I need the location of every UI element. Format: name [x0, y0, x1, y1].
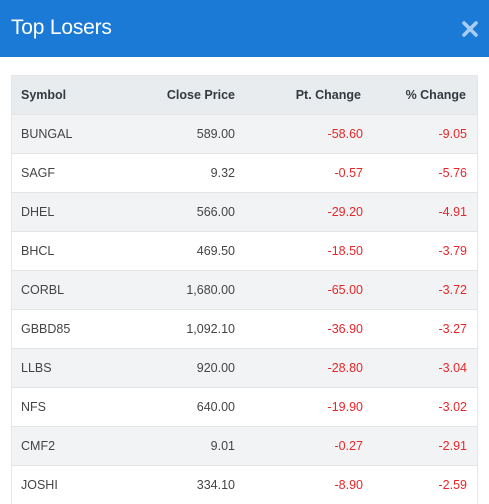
- cell-pct-change: -5.76: [363, 154, 477, 193]
- cell-symbol[interactable]: CORBL: [12, 271, 121, 310]
- cell-pct-change: -3.04: [363, 349, 477, 388]
- cell-pt-change: -36.90: [237, 310, 363, 349]
- cell-pct-change: -3.02: [363, 388, 477, 427]
- cell-close-price: 640.00: [121, 388, 237, 427]
- cell-pt-change: -0.57: [237, 154, 363, 193]
- cell-close-price: 334.10: [121, 466, 237, 504]
- top-losers-table-container: Symbol Close Price Pt. Change % Change B…: [11, 75, 478, 504]
- cell-symbol[interactable]: SAGF: [12, 154, 121, 193]
- cell-pct-change: -3.79: [363, 232, 477, 271]
- cell-close-price: 589.00: [121, 115, 237, 154]
- modal-title: Top Losers: [11, 15, 112, 41]
- cell-pct-change: -2.91: [363, 427, 477, 466]
- cell-symbol[interactable]: LLBS: [12, 349, 121, 388]
- cell-pt-change: -18.50: [237, 232, 363, 271]
- top-losers-table: Symbol Close Price Pt. Change % Change B…: [12, 76, 477, 504]
- cell-close-price: 9.01: [121, 427, 237, 466]
- cell-pct-change: -2.59: [363, 466, 477, 504]
- cell-pt-change: -65.00: [237, 271, 363, 310]
- cell-pt-change: -58.60: [237, 115, 363, 154]
- cell-pt-change: -0.27: [237, 427, 363, 466]
- cell-symbol[interactable]: BUNGAL: [12, 115, 121, 154]
- cell-pct-change: -3.27: [363, 310, 477, 349]
- cell-close-price: 1,680.00: [121, 271, 237, 310]
- cell-close-price: 566.00: [121, 193, 237, 232]
- cell-symbol[interactable]: BHCL: [12, 232, 121, 271]
- column-header-symbol[interactable]: Symbol: [12, 76, 121, 115]
- cell-pct-change: -3.72: [363, 271, 477, 310]
- cell-pt-change: -28.80: [237, 349, 363, 388]
- cell-pct-change: -9.05: [363, 115, 477, 154]
- cell-close-price: 920.00: [121, 349, 237, 388]
- cell-pt-change: -19.90: [237, 388, 363, 427]
- cell-symbol[interactable]: DHEL: [12, 193, 121, 232]
- close-icon: [459, 18, 481, 40]
- column-header-pt-change[interactable]: Pt. Change: [237, 76, 363, 115]
- cell-symbol[interactable]: NFS: [12, 388, 121, 427]
- cell-pt-change: -29.20: [237, 193, 363, 232]
- close-button[interactable]: [459, 18, 481, 40]
- table-header-row: Symbol Close Price Pt. Change % Change: [12, 76, 477, 115]
- column-header-pct-change[interactable]: % Change: [363, 76, 477, 115]
- table-header: Symbol Close Price Pt. Change % Change: [12, 76, 477, 115]
- cell-symbol[interactable]: JOSHI: [12, 466, 121, 504]
- cell-pt-change: -8.90: [237, 466, 363, 504]
- cell-pct-change: -4.91: [363, 193, 477, 232]
- cell-close-price: 9.32: [121, 154, 237, 193]
- cell-symbol[interactable]: GBBD85: [12, 310, 121, 349]
- cell-symbol[interactable]: CMF2: [12, 427, 121, 466]
- cell-close-price: 469.50: [121, 232, 237, 271]
- modal-header: Top Losers: [0, 0, 489, 57]
- cell-close-price: 1,092.10: [121, 310, 237, 349]
- column-header-close-price[interactable]: Close Price: [121, 76, 237, 115]
